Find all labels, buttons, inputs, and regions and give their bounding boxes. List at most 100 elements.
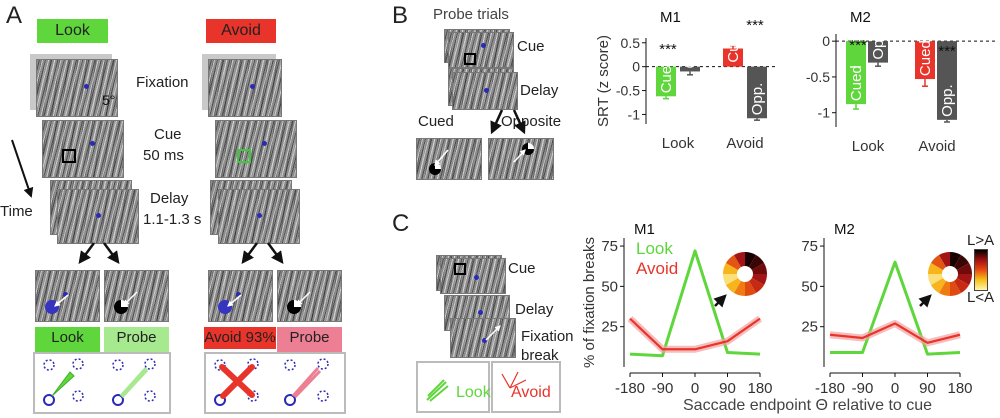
disc-hole [942, 266, 958, 282]
outcome-saccade-arrows [54, 291, 311, 307]
panel-c-letter: C [392, 210, 410, 237]
significance-stars: *** [659, 41, 677, 58]
outcome-screen-probe [277, 270, 342, 322]
branch-arrow [102, 242, 120, 265]
c-cue-screen [440, 258, 506, 294]
bar-label: Opposite [682, 8, 699, 68]
x-tick-label: 180 [947, 380, 972, 397]
saccade-arrow [513, 149, 526, 163]
y-axis-label: SRT (z score) [595, 35, 612, 127]
panel-a-arrows [11, 139, 284, 265]
colorbar-bottom-label: L<A [967, 289, 995, 306]
panel-b-letter: B [392, 2, 409, 29]
series-line-look [629, 249, 761, 358]
fixation-dot [84, 84, 89, 89]
fixation-screen-avoid [208, 59, 282, 117]
fixation-dot [262, 141, 267, 146]
fixation-screen-look [36, 59, 118, 117]
chart-title: M2 [850, 9, 871, 26]
branch-arrow [490, 109, 504, 135]
probe-delay-screen [452, 72, 518, 110]
cue-square-black [464, 53, 476, 65]
group-label: Avoid [726, 135, 763, 152]
target-ring [112, 394, 124, 406]
time-label: Time [0, 203, 33, 220]
bar [723, 48, 743, 67]
outcome-avoid: Avoid 93% [204, 327, 276, 349]
y-tick-label: -0.5 [616, 83, 640, 99]
bar [868, 41, 888, 63]
significance-stars: *** [746, 17, 764, 34]
bar [846, 41, 866, 105]
c-delay-label: Delay [515, 301, 554, 318]
srt-bar-chart-m1: M1 SRT (z score) 0.5 0 -0.5 -1 Cued Opposite Cue… [595, 8, 776, 152]
srt-bar-chart-m2: M2 0 -0.5 -1 Cued Opposite Cued Opp. *** *** Look A… [806, 0, 996, 155]
fixation-dot [484, 88, 489, 93]
bar [656, 66, 676, 97]
y-tick-label: 0.5 [621, 35, 641, 51]
probe-cue-screen [448, 32, 514, 68]
target-ring-dashed [72, 358, 84, 370]
look-trajectories [51, 371, 75, 397]
polar-heatmap-disc [928, 252, 972, 296]
time-arrow [11, 139, 34, 198]
bar-label: Cued [848, 65, 865, 101]
y-tick-label: 0 [822, 33, 830, 49]
bar-label: Cued [658, 57, 675, 93]
target-ring-dashed [317, 358, 329, 370]
trajectory-box-avoid [204, 352, 346, 414]
delay-screen-avoid [218, 189, 300, 244]
saccade-arrow [227, 294, 242, 307]
x-tick-label: 0 [691, 380, 699, 397]
y-tick-label: 75 [801, 238, 818, 255]
cue-screen-avoid [215, 120, 297, 178]
target-ring [43, 394, 55, 406]
target-ring-dashed [214, 359, 226, 371]
bar-label: Opposite [870, 0, 887, 60]
bar-label: Opp. [939, 84, 956, 117]
series-line-avoid [829, 322, 961, 344]
x-tick-label: 180 [747, 380, 772, 397]
c-avoid-trajectory-box [491, 361, 561, 413]
avoid-trajectories [219, 364, 255, 399]
avoid-title: Avoid [206, 19, 276, 43]
target-ring-dashed [112, 359, 124, 371]
saccade-arrow [296, 291, 311, 306]
group-label: Look [852, 138, 885, 155]
disc-pointer-arrow [713, 294, 727, 308]
target-ring-dashed [317, 390, 329, 402]
y-tick-label: -1 [628, 106, 641, 122]
panel-c-sketches [426, 325, 527, 402]
target-ring-dashed [144, 390, 156, 402]
c-avoid-trajectories [501, 371, 527, 389]
series-line-avoid [629, 317, 761, 351]
probe-cued-screen [416, 138, 482, 180]
fixation-dot [96, 213, 101, 218]
branch-arrow [266, 242, 284, 265]
significance-stars: *** [849, 37, 867, 54]
branch-arrow [78, 242, 96, 265]
y-tick-label: 25 [801, 319, 818, 336]
fixation-label: Fixation [136, 74, 189, 91]
branch-arrow [241, 242, 259, 265]
target-ring [284, 394, 296, 406]
probe-disc [429, 163, 441, 175]
fixation-break-line-chart-m2: M2 25 50 75 -180 -90 0 90 180 [801, 221, 972, 397]
saccade-arrow [434, 149, 449, 166]
fixation-dot [257, 213, 262, 218]
target-ring-dashed [247, 358, 259, 370]
legend-avoid: Avoid [636, 259, 678, 278]
colorbar-top-label: L>A [967, 232, 995, 249]
y-axis-label: % of fixation breaks [581, 237, 598, 368]
branch-arrow [512, 109, 526, 135]
cue-square-black [62, 149, 76, 163]
trajectory-box-look [33, 352, 171, 414]
target-ring-dashed [72, 390, 84, 402]
y-tick-label: 50 [801, 278, 818, 295]
x-tick-label: -90 [852, 380, 874, 397]
chart-title: M1 [634, 221, 655, 238]
target-ring-dashed [144, 358, 156, 370]
fixation-dot [478, 310, 483, 315]
significance-stars: *** [938, 43, 956, 60]
saccade-arrow [485, 325, 501, 341]
